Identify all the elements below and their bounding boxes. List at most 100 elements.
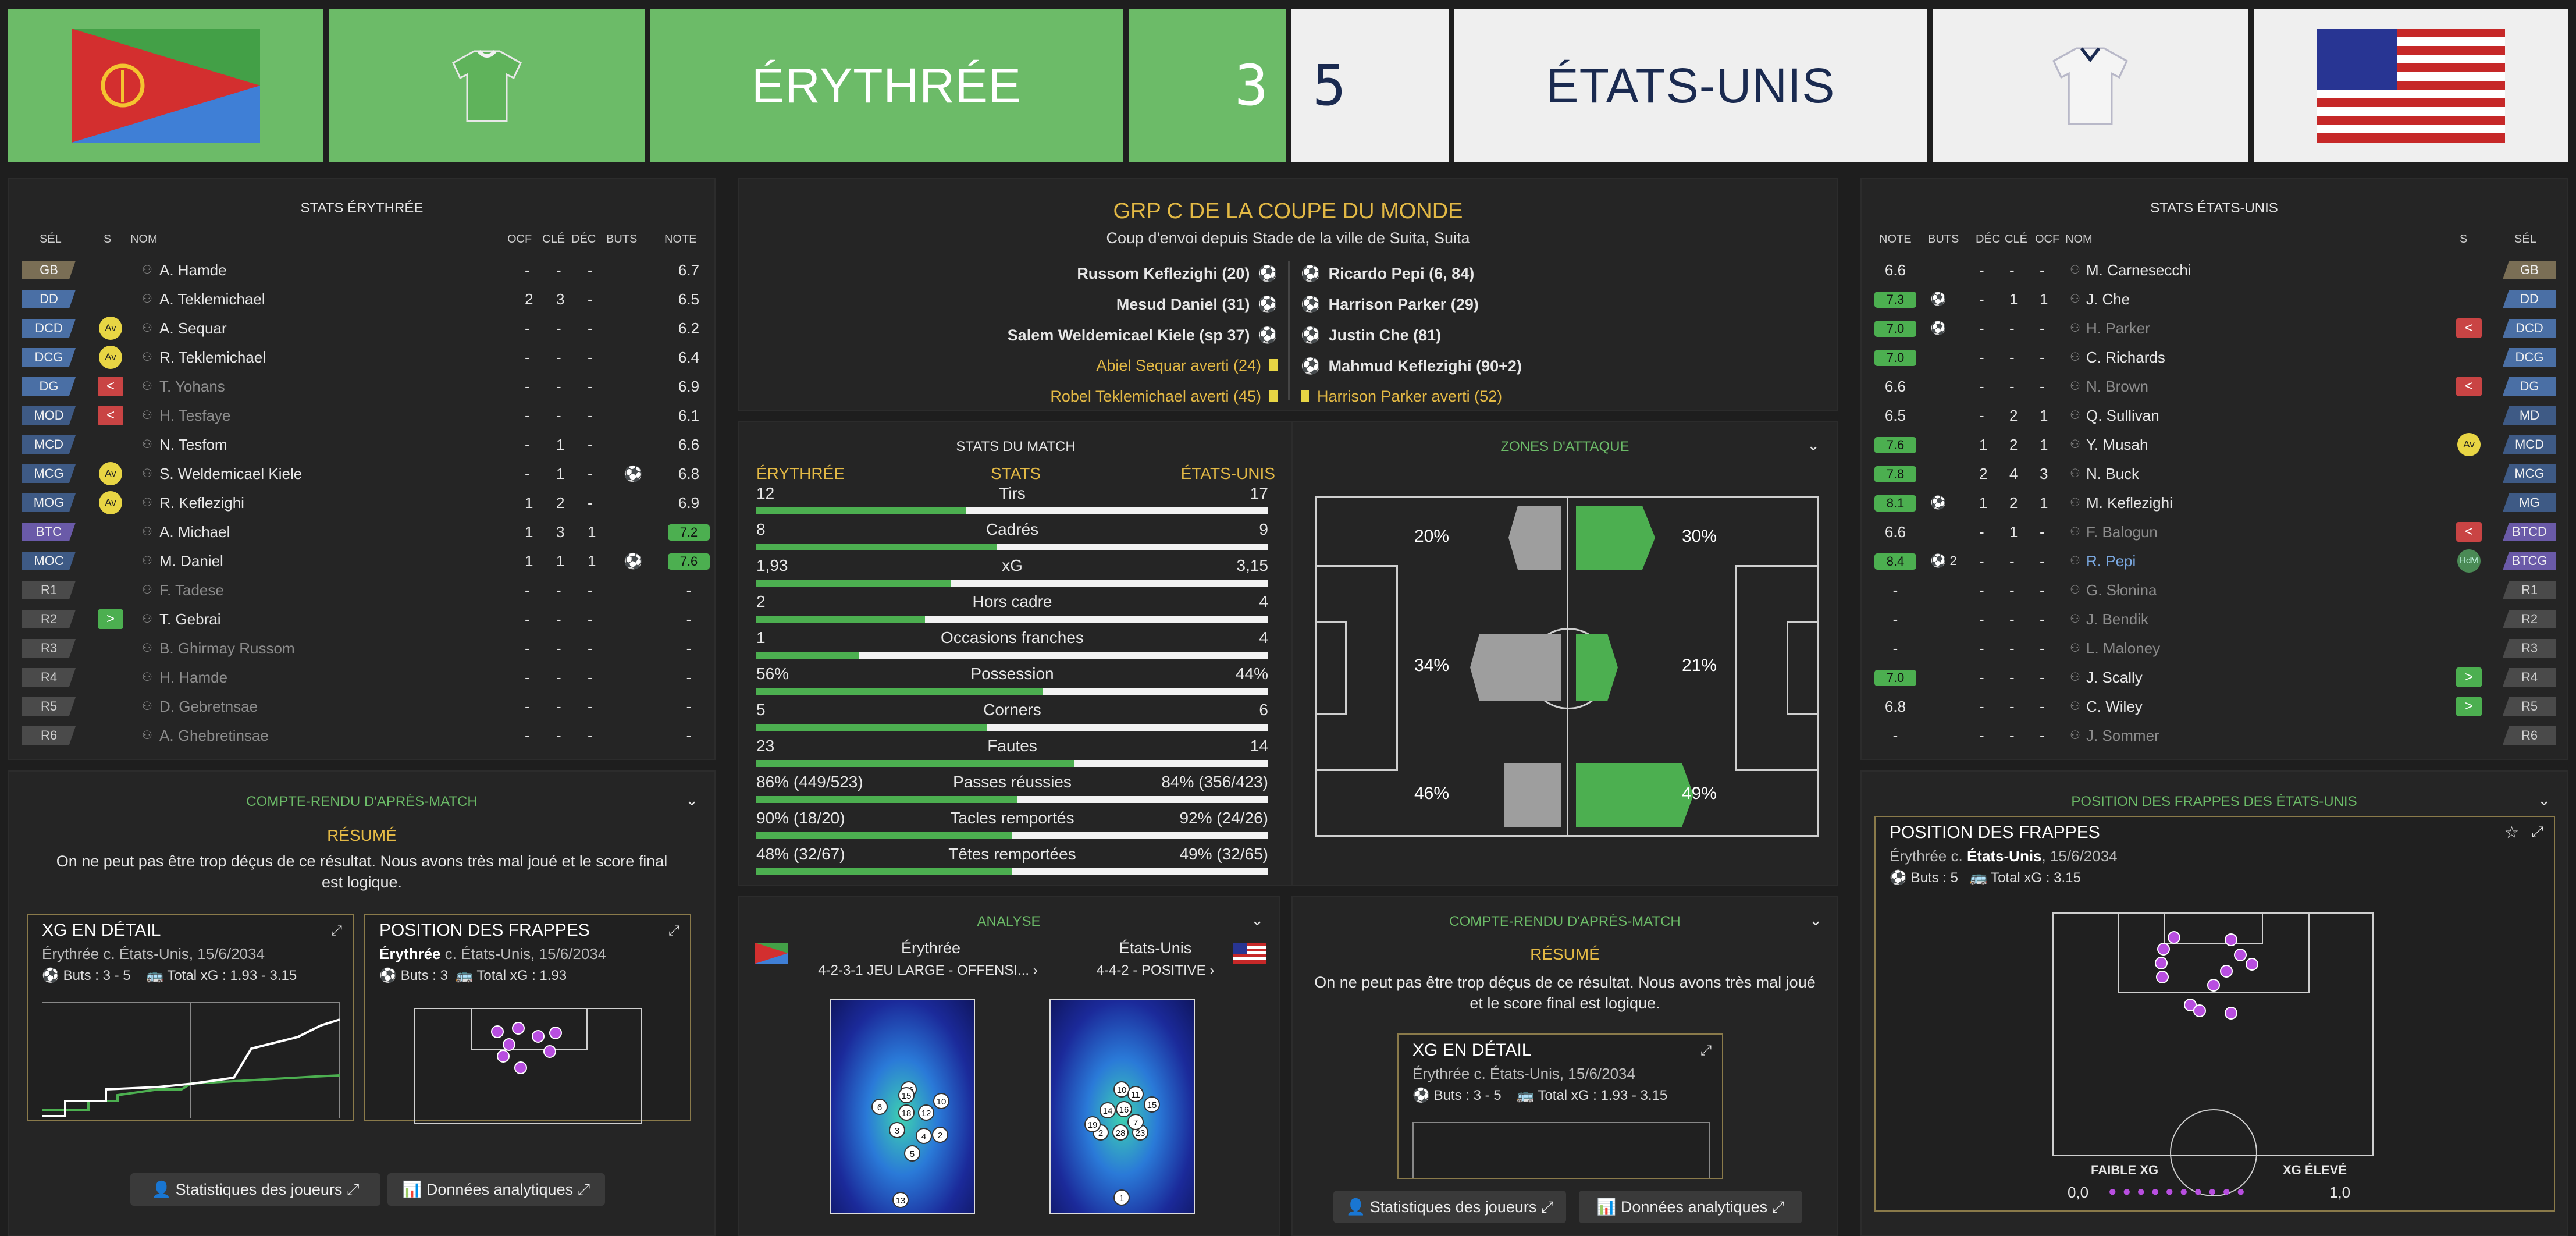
player-marker[interactable]: 6: [871, 1099, 888, 1115]
table-row[interactable]: MCG Av ⚇ S. Weldemicael Kiele - 1 - ⚽ 6.8: [22, 461, 702, 486]
player-name[interactable]: T. Yohans: [159, 378, 225, 395]
table-row[interactable]: 7.0 - - - ⚇ C. Richards DCG: [1874, 344, 2556, 370]
xg-detail-card[interactable]: XG EN DÉTAIL Érythrée c. États-Unis, 15/…: [1397, 1033, 1723, 1179]
col-cle[interactable]: CLÉ: [2005, 233, 2027, 246]
home-formation[interactable]: 4-2-3-1 JEU LARGE - OFFENSI... ›: [818, 962, 1038, 978]
expand-icon[interactable]: ⤢: [668, 923, 679, 939]
player-name[interactable]: C. Richards: [2086, 349, 2165, 366]
table-row[interactable]: MOG Av ⚇ R. Keflezighi 1 2 - 6.9: [22, 490, 702, 516]
table-row[interactable]: R6 ⚇ A. Ghebretinsae - - - -: [22, 723, 702, 748]
player-name[interactable]: A. Michael: [159, 523, 230, 541]
analytics-button[interactable]: 📊 Données analytiques ⤢: [387, 1173, 605, 1206]
player-name[interactable]: H. Tesfaye: [159, 407, 231, 424]
player-marker[interactable]: 4: [916, 1128, 932, 1144]
player-name[interactable]: J. Bendik: [2086, 610, 2148, 628]
table-row[interactable]: R4 ⚇ H. Hamde - - - -: [22, 665, 702, 690]
player-name[interactable]: Y. Musah: [2086, 436, 2148, 453]
player-marker[interactable]: 7: [1127, 1114, 1144, 1130]
player-stats-button[interactable]: 👤 Statistiques des joueurs ⤢: [1333, 1191, 1566, 1223]
table-row[interactable]: MOC ⚇ M. Daniel 1 1 1 ⚽ 7.6: [22, 548, 710, 574]
table-row[interactable]: 7.3 ⚽ - 1 1 ⚇ J. Che DD: [1874, 286, 2556, 312]
col-nom[interactable]: NOM: [2065, 233, 2093, 246]
expand-icon[interactable]: ⤢: [1700, 1043, 1712, 1059]
table-row[interactable]: 7.0 ⚽ - - - ⚇ H. Parker < DCD: [1874, 315, 2556, 341]
player-marker[interactable]: 1: [1113, 1189, 1130, 1206]
expand-icon[interactable]: ⤢: [330, 923, 342, 939]
player-name[interactable]: G. Słonina: [2086, 581, 2157, 599]
table-row[interactable]: 8.1 ⚽ 1 2 1 ⚇ M. Keflezighi MG: [1874, 490, 2556, 516]
player-marker[interactable]: 5: [904, 1145, 920, 1162]
player-marker[interactable]: 28: [1112, 1124, 1129, 1141]
table-row[interactable]: MOD < ⚇ H. Tesfaye - - - 6.1: [22, 403, 702, 428]
table-row[interactable]: DG < ⚇ T. Yohans - - - 6.9: [22, 374, 702, 399]
table-row[interactable]: 6.6 - - - ⚇ M. Carnesecchi GB: [1874, 257, 2556, 283]
player-marker[interactable]: 2: [932, 1127, 948, 1143]
chevron-down-icon[interactable]: ⌄: [2538, 791, 2550, 809]
player-name[interactable]: J. Sommer: [2086, 727, 2159, 744]
table-row[interactable]: 7.6 1 2 1 ⚇ Y. Musah Av MCD: [1874, 432, 2556, 457]
expand-icon[interactable]: ⤢: [2531, 823, 2543, 840]
col-dec[interactable]: DÉC: [1976, 233, 2001, 246]
player-name[interactable]: A. Sequar: [159, 319, 227, 337]
player-name[interactable]: B. Ghirmay Russom: [159, 640, 295, 657]
chevron-down-icon[interactable]: ⌄: [1807, 436, 1820, 454]
table-row[interactable]: 8.4 ⚽ 2 - - - ⚇ R. Pepi HdM BTCG: [1874, 548, 2556, 574]
player-name[interactable]: N. Buck: [2086, 465, 2140, 482]
table-row[interactable]: 6.6 - 1 - ⚇ F. Balogun < BTCD: [1874, 519, 2556, 545]
player-name[interactable]: A. Teklemichael: [159, 290, 265, 308]
col-note[interactable]: NOTE: [664, 233, 697, 246]
player-marker[interactable]: 12: [918, 1104, 934, 1121]
player-marker[interactable]: 10: [933, 1093, 949, 1109]
chevron-down-icon[interactable]: ⌄: [1251, 911, 1264, 929]
player-marker[interactable]: 18: [898, 1104, 915, 1121]
player-marker[interactable]: 19: [1084, 1116, 1101, 1132]
player-name[interactable]: S. Weldemicael Kiele: [159, 465, 303, 482]
table-row[interactable]: BTC ⚇ A. Michael 1 3 1 7.2: [22, 519, 710, 545]
table-row[interactable]: DCD Av ⚇ A. Sequar - - - 6.2: [22, 315, 702, 341]
player-name[interactable]: T. Gebrai: [159, 610, 221, 628]
xg-detail-card[interactable]: XG EN DÉTAIL Érythrée c. États-Unis, 15/…: [27, 914, 354, 1121]
analytics-button[interactable]: 📊 Données analytiques ⤢: [1579, 1191, 1802, 1223]
player-name[interactable]: A. Ghebretinsae: [159, 727, 269, 744]
table-row[interactable]: 7.0 - - - ⚇ J. Scally > R4: [1874, 665, 2556, 690]
table-row[interactable]: - - - - ⚇ G. Słonina R1: [1874, 577, 2556, 603]
col-dec[interactable]: DÉC: [571, 233, 596, 246]
player-marker[interactable]: 16: [1116, 1101, 1132, 1117]
col-buts[interactable]: BUTS: [606, 233, 638, 246]
player-name[interactable]: R. Keflezighi: [159, 494, 244, 512]
player-name[interactable]: J. Scally: [2086, 669, 2143, 686]
away-formation[interactable]: 4-4-2 - POSITIVE ›: [1096, 962, 1215, 978]
table-row[interactable]: - - - - ⚇ J. Sommer R6: [1874, 723, 2556, 748]
player-name[interactable]: R. Teklemichael: [159, 349, 266, 366]
player-name[interactable]: N. Brown: [2086, 378, 2148, 395]
player-marker[interactable]: 15: [1144, 1096, 1160, 1113]
col-nom[interactable]: NOM: [130, 233, 158, 246]
table-row[interactable]: 6.5 - 2 1 ⚇ Q. Sullivan MD: [1874, 403, 2556, 428]
table-row[interactable]: 6.8 - - - ⚇ C. Wiley > R5: [1874, 694, 2556, 719]
table-row[interactable]: R1 ⚇ F. Tadese - - - -: [22, 577, 702, 603]
home-shot-position-card[interactable]: POSITION DES FRAPPES Érythrée c. États-U…: [364, 914, 691, 1124]
player-name[interactable]: R. Pepi: [2086, 552, 2136, 570]
table-row[interactable]: MCD ⚇ N. Tesfom - 1 - 6.6: [22, 432, 702, 457]
player-name[interactable]: F. Tadese: [159, 581, 224, 599]
player-name[interactable]: C. Wiley: [2086, 698, 2143, 715]
col-buts[interactable]: BUTS: [1928, 233, 1959, 246]
player-marker[interactable]: 15: [898, 1087, 915, 1103]
player-stats-button[interactable]: 👤 Statistiques des joueurs ⤢: [130, 1173, 380, 1206]
player-name[interactable]: H. Hamde: [159, 669, 228, 686]
star-icon[interactable]: ☆: [2504, 823, 2519, 841]
player-marker[interactable]: 3: [889, 1122, 905, 1138]
table-row[interactable]: R5 ⚇ D. Gebretnsae - - - -: [22, 694, 702, 719]
player-name[interactable]: M. Daniel: [159, 552, 223, 570]
table-row[interactable]: 7.8 2 4 3 ⚇ N. Buck MCG: [1874, 461, 2556, 486]
col-note[interactable]: NOTE: [1879, 233, 1912, 246]
chevron-down-icon[interactable]: ⌄: [685, 791, 698, 809]
table-row[interactable]: - - - - ⚇ J. Bendik R2: [1874, 606, 2556, 632]
table-row[interactable]: R3 ⚇ B. Ghirmay Russom - - - -: [22, 635, 702, 661]
player-name[interactable]: M. Carnesecchi: [2086, 261, 2191, 279]
table-row[interactable]: R2 > ⚇ T. Gebrai - - - -: [22, 606, 702, 632]
player-marker[interactable]: 13: [892, 1192, 909, 1208]
player-name[interactable]: M. Keflezighi: [2086, 494, 2173, 512]
player-name[interactable]: J. Che: [2086, 290, 2130, 308]
player-name[interactable]: A. Hamde: [159, 261, 227, 279]
